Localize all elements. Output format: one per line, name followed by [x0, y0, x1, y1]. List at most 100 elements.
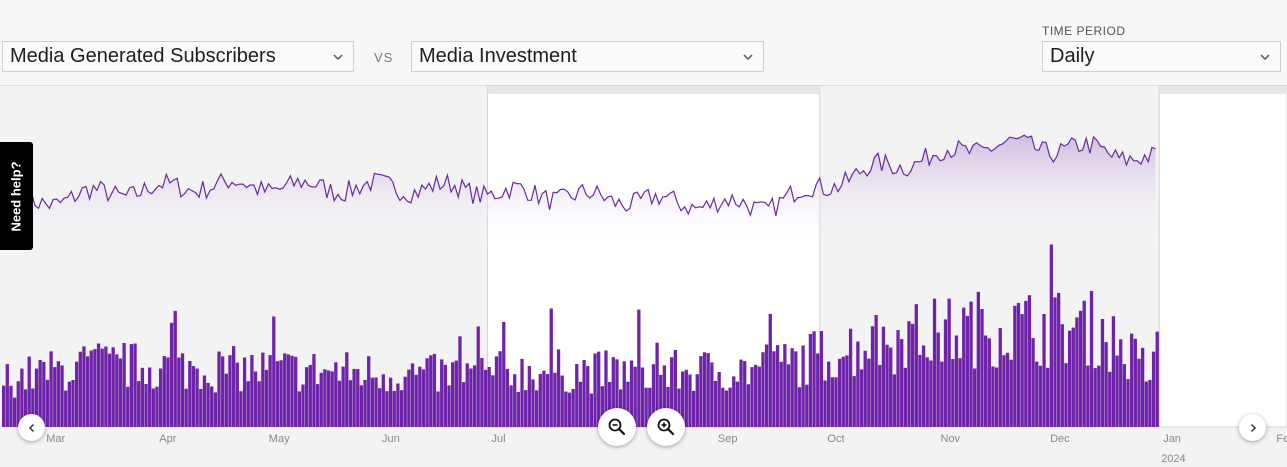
investment-bar — [848, 328, 853, 427]
investment-bar — [1155, 331, 1159, 427]
investment-bar — [440, 359, 444, 427]
investment-bar — [1086, 365, 1090, 427]
x-tick-label: Jul — [492, 433, 506, 445]
scroll-right-button[interactable] — [1239, 414, 1266, 441]
investment-bar — [34, 368, 39, 427]
investment-bar — [491, 375, 495, 427]
investment-bar — [772, 351, 776, 427]
investment-bar — [859, 369, 864, 427]
investment-bar — [202, 375, 207, 427]
investment-bar — [242, 357, 247, 427]
investment-bar — [429, 355, 433, 427]
investment-bar — [1020, 314, 1024, 427]
investment-bar — [64, 390, 68, 427]
metric-right-select[interactable]: Media Investment — [411, 41, 764, 72]
investment-bar — [936, 332, 940, 427]
investment-bar — [246, 381, 250, 427]
investment-bar — [783, 344, 787, 427]
investment-bar — [235, 362, 239, 427]
investment-bar — [545, 374, 550, 427]
investment-bar — [2, 385, 6, 427]
investment-bar — [162, 356, 166, 427]
investment-bar — [706, 353, 710, 427]
scroll-left-button[interactable] — [18, 414, 45, 441]
investment-bar — [837, 358, 842, 427]
investment-bar — [498, 351, 502, 427]
investment-bar — [553, 372, 557, 427]
investment-bar — [1049, 244, 1053, 427]
investment-bar — [286, 354, 291, 427]
investment-bar — [717, 372, 721, 427]
investment-bar — [640, 367, 645, 427]
investment-bar — [257, 381, 261, 427]
investment-bar — [458, 336, 462, 427]
investment-bar — [881, 326, 886, 427]
x-tick-label: Jun — [382, 433, 400, 445]
time-period-select[interactable]: Daily — [1042, 41, 1281, 72]
investment-bar — [801, 345, 805, 427]
investment-bar — [761, 352, 765, 427]
investment-bar — [472, 365, 477, 427]
investment-bar — [1126, 379, 1130, 427]
investment-bar — [578, 381, 583, 427]
x-year-label: 2024 — [1161, 453, 1185, 465]
zoom-in-button[interactable] — [647, 408, 685, 446]
investment-bar — [169, 322, 174, 427]
investment-bar — [976, 291, 980, 427]
investment-bar — [231, 346, 236, 427]
highlight-period-header-1 — [487, 86, 820, 94]
investment-bar — [334, 362, 338, 427]
investment-bar — [206, 382, 210, 427]
investment-bar — [326, 370, 331, 427]
investment-bar — [1122, 364, 1127, 427]
investment-bar — [958, 358, 962, 427]
investment-bar — [12, 397, 17, 427]
investment-bar — [272, 316, 276, 427]
investment-bar — [1038, 365, 1043, 427]
investment-bar — [188, 361, 192, 427]
investment-bar — [808, 334, 813, 427]
investment-bar — [85, 356, 90, 427]
investment-bar — [790, 348, 794, 427]
zoom-in-icon — [657, 418, 675, 436]
investment-bar — [1013, 305, 1017, 427]
investment-bar — [9, 385, 13, 427]
investment-bar — [385, 391, 389, 427]
investment-bar — [378, 388, 382, 427]
investment-bar — [451, 362, 455, 427]
highlight-period-header-2 — [1159, 86, 1287, 94]
investment-bar — [823, 380, 827, 427]
investment-bar — [1024, 300, 1028, 427]
investment-bar — [885, 344, 889, 427]
investment-bar — [67, 381, 71, 427]
investment-bar — [582, 359, 586, 427]
investment-bar — [1100, 319, 1105, 427]
need-help-button[interactable]: Need help? — [0, 142, 33, 250]
investment-bar — [615, 359, 619, 427]
metric-left-value: Media Generated Subscribers — [10, 45, 276, 67]
investment-bar — [1144, 381, 1148, 427]
investment-bar — [381, 374, 385, 427]
investment-bar — [483, 369, 488, 427]
investment-bar — [929, 360, 933, 427]
investment-bar — [1071, 327, 1075, 427]
investment-bar — [148, 367, 152, 427]
investment-bar — [805, 384, 809, 427]
zoom-out-button[interactable] — [598, 408, 636, 446]
investment-bar — [253, 371, 258, 427]
investment-bar — [5, 364, 9, 427]
metric-left-select[interactable]: Media Generated Subscribers — [2, 41, 354, 72]
investment-bar — [794, 351, 798, 427]
investment-bar — [425, 358, 429, 427]
investment-bar — [137, 381, 141, 427]
investment-bar — [374, 377, 378, 427]
investment-bar — [319, 372, 323, 427]
investment-bar — [279, 360, 283, 427]
investment-bar — [1148, 379, 1152, 427]
investment-bar — [78, 351, 82, 427]
investment-bar — [925, 357, 929, 427]
investment-bar — [158, 368, 163, 427]
investment-bar — [918, 354, 922, 427]
chart-area[interactable]: MarAprMayJunJulAugSepOctNovDecJanFeb2024 — [0, 85, 1287, 467]
investment-bar — [447, 385, 451, 427]
